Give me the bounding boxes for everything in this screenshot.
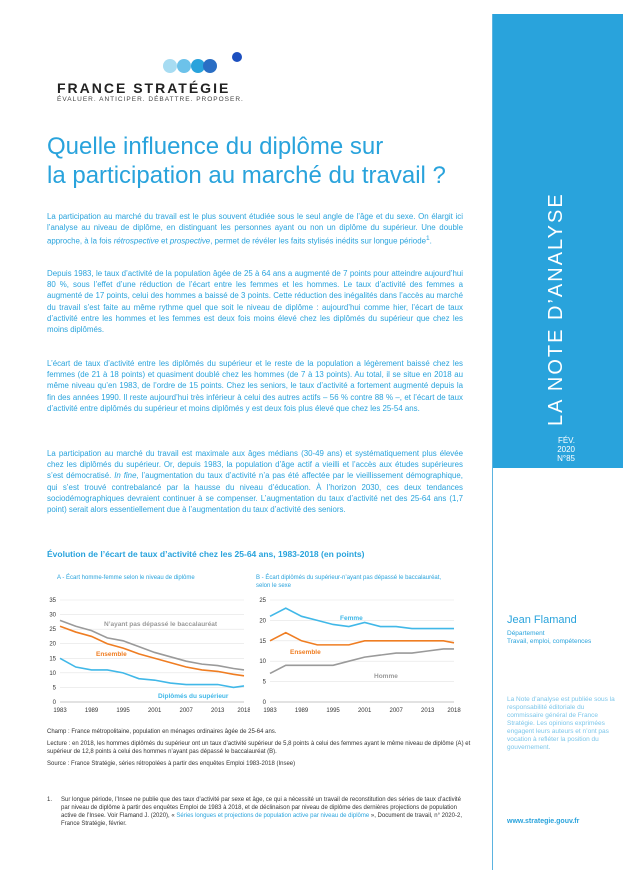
y-tick-label: 0 xyxy=(53,700,57,706)
series-line xyxy=(269,648,454,675)
x-tick-label: 2013 xyxy=(421,708,435,714)
editorial-disclaimer: La Note d’analyse est publiée sous la re… xyxy=(507,696,615,751)
footnote-ref[interactable]: 1 xyxy=(425,235,430,243)
y-tick-label: 5 xyxy=(263,680,267,686)
issue-date: FÉV. 2020 N°85 xyxy=(545,436,575,463)
series-line xyxy=(59,625,245,677)
intro-emphasis-2: prospective xyxy=(169,237,211,247)
title-line-2: la participation au marché du travail ? xyxy=(47,162,446,189)
footnote-number: 1. xyxy=(47,797,53,803)
issue-month: FÉV. xyxy=(557,436,575,445)
author-department: Département Travail, emploi, compétences xyxy=(507,630,617,646)
logo-dots-icon xyxy=(163,52,242,73)
series-label: Ensemble xyxy=(290,649,321,656)
chart-title: Évolution de l’écart de taux d’activité … xyxy=(47,549,365,559)
author-name: Jean Flamand xyxy=(507,614,577,626)
org-title: FRANCE STRATÉGIE xyxy=(57,80,231,96)
x-tick-label: 1989 xyxy=(295,708,309,714)
x-tick-label: 2007 xyxy=(179,708,193,714)
chart-panel-b: 25 20 15 10 5 0 1983 1989 1995 2001 2007 2013 2018 Fe… xyxy=(259,598,461,714)
x-tick-label: 1995 xyxy=(116,708,130,714)
intro-text-b: et xyxy=(158,237,170,247)
footnote-link[interactable]: Séries longues et projections de populat… xyxy=(176,813,370,819)
issue-year: 2020 xyxy=(557,445,575,454)
series-label: Homme xyxy=(374,673,398,680)
sidebar xyxy=(492,14,623,870)
y-tick-label: 15 xyxy=(259,639,266,645)
y-tick-label: 35 xyxy=(49,598,56,604)
x-tick-label: 2018 xyxy=(237,708,250,714)
x-tick-label: 2018 xyxy=(447,708,461,714)
p4-emphasis: In fine xyxy=(114,471,137,481)
footnote: 1. Sur longue période, l’Insee ne publie… xyxy=(47,796,471,828)
panel-a-label: A - Écart homme-femme selon le niveau de… xyxy=(57,575,195,581)
y-tick-label: 5 xyxy=(53,685,57,691)
series-line xyxy=(59,657,245,689)
y-tick-label: 10 xyxy=(259,659,266,665)
intro-text-d: . xyxy=(429,237,432,247)
intro-text-a: La participation au marché du travail es… xyxy=(47,212,463,247)
x-tick-label: 2001 xyxy=(358,708,372,714)
note-source: Source : France Stratégie, séries rétrop… xyxy=(47,761,296,767)
series-line xyxy=(269,631,455,646)
footnote-text-a: Sur longue période, l’Insee ne publie qu… xyxy=(61,797,461,819)
series-label: Diplômés du supérieur xyxy=(158,693,229,700)
title-line-1: Quelle influence du diplôme sur xyxy=(47,133,384,160)
x-tick-label: 2001 xyxy=(148,708,162,714)
y-tick-label: 20 xyxy=(259,618,266,624)
series-label: Femme xyxy=(340,615,363,622)
y-tick-label: 25 xyxy=(259,598,266,604)
footnote-text: Sur longue période, l’Insee ne publie qu… xyxy=(61,796,471,828)
intro-paragraph: La participation au marché du travail es… xyxy=(47,211,463,247)
org-tagline: ÉVALUER. ANTICIPER. DÉBATTRE. PROPOSER. xyxy=(57,96,244,103)
note-champ: Champ : France métropolitaine, populatio… xyxy=(47,729,277,735)
page-title: Quelle influence du diplôme sur la parti… xyxy=(47,132,487,190)
y-tick-label: 15 xyxy=(49,656,56,662)
y-tick-label: 0 xyxy=(263,700,267,706)
x-tick-label: 1995 xyxy=(326,708,340,714)
paragraph-4: La participation au marché du travail es… xyxy=(47,448,463,515)
x-tick-label: 1989 xyxy=(85,708,99,714)
panel-b-label: B - Écart diplômés du supérieur-n’ayant … xyxy=(256,575,441,590)
dept-name: Travail, emploi, compétences xyxy=(507,638,592,645)
issue-number: N°85 xyxy=(557,454,575,463)
x-tick-label: 2007 xyxy=(389,708,403,714)
series-label: N’ayant pas dépassé le baccalauréat xyxy=(104,621,218,628)
x-tick-label: 1983 xyxy=(263,708,277,714)
intro-emphasis-1: rétrospective xyxy=(113,237,159,247)
series-line xyxy=(269,607,454,630)
x-tick-label: 2013 xyxy=(211,708,225,714)
panel-b-label-line-2: selon le sexe xyxy=(256,582,292,589)
intro-text-c: , permet de révéler les faits stylisés i… xyxy=(210,237,426,247)
p4-text-a: La participation au marché du travail es… xyxy=(47,449,463,481)
p4-text-b: , l’augmentation du taux d’activité n’a … xyxy=(47,471,463,515)
paragraph-3: L’écart de taux d’activité entre les dip… xyxy=(47,359,463,413)
sidebar-banner xyxy=(493,14,623,468)
y-tick-label: 10 xyxy=(49,671,56,677)
website-link[interactable]: www.strategie.gouv.fr xyxy=(507,818,580,825)
series-line xyxy=(59,619,245,671)
x-tick-label: 1983 xyxy=(53,708,67,714)
footnote-text-b: », Document de travail, n° 2020-2, Franc… xyxy=(61,813,462,827)
paragraph-2: Depuis 1983, le taux d’activité de la po… xyxy=(47,269,463,335)
panel-b-label-line-1: B - Écart diplômés du supérieur-n’ayant … xyxy=(256,575,442,581)
y-tick-label: 30 xyxy=(49,613,56,619)
series-title: LA NOTE D’ANALYSE xyxy=(545,192,567,426)
series-label: Ensemble xyxy=(96,651,127,658)
y-tick-label: 20 xyxy=(49,642,56,648)
y-tick-label: 25 xyxy=(49,627,56,633)
note-lecture: Lecture : en 2018, les hommes diplômés d… xyxy=(47,741,471,755)
chart-panel-a: 35 30 25 20 15 10 5 0 1983 1989 1995 2001 2007 2013 20… xyxy=(49,598,250,714)
dept-label: Département xyxy=(507,630,545,637)
